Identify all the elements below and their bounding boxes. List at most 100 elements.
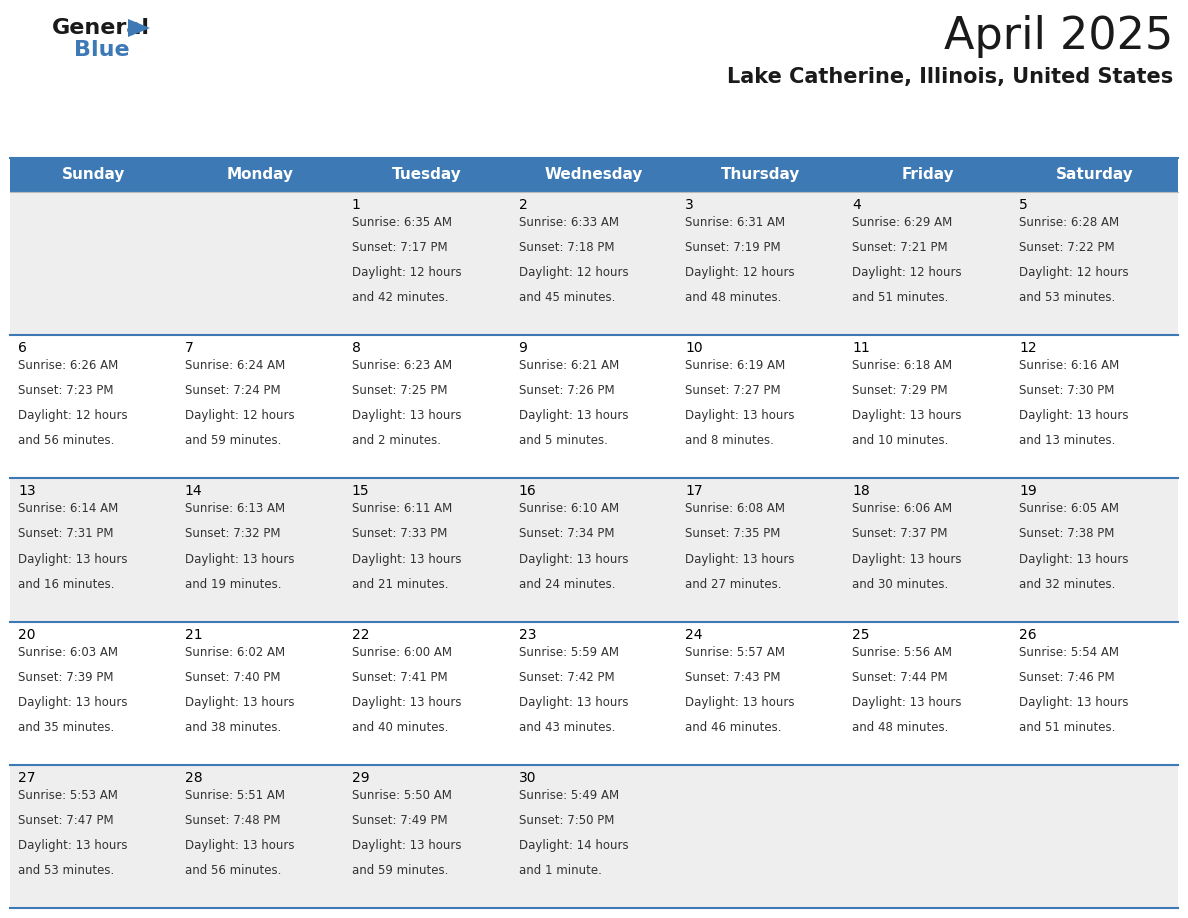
Text: Sunrise: 5:49 AM: Sunrise: 5:49 AM	[519, 789, 619, 801]
Text: Daylight: 13 hours: Daylight: 13 hours	[1019, 409, 1129, 422]
Bar	[1011, 335, 1178, 478]
Text: and 1 minute.: and 1 minute.	[519, 864, 601, 877]
Text: Daylight: 13 hours: Daylight: 13 hours	[852, 696, 962, 709]
Text: and 56 minutes.: and 56 minutes.	[185, 864, 282, 877]
Bar	[177, 621, 343, 765]
Text: Sunrise: 5:53 AM: Sunrise: 5:53 AM	[18, 789, 118, 801]
Bar	[511, 478, 677, 621]
Text: and 46 minutes.: and 46 minutes.	[685, 721, 782, 733]
Text: Daylight: 12 hours: Daylight: 12 hours	[352, 266, 461, 279]
Text: Sunrise: 6:19 AM: Sunrise: 6:19 AM	[685, 359, 785, 372]
Text: Sunset: 7:31 PM: Sunset: 7:31 PM	[18, 528, 114, 541]
Bar	[677, 478, 845, 621]
Text: Blue: Blue	[74, 40, 129, 60]
Text: and 42 minutes.: and 42 minutes.	[352, 291, 448, 304]
Text: Sunset: 7:49 PM: Sunset: 7:49 PM	[352, 814, 448, 827]
Text: and 35 minutes.: and 35 minutes.	[18, 721, 114, 733]
Text: 16: 16	[519, 485, 536, 498]
Text: and 38 minutes.: and 38 minutes.	[185, 721, 282, 733]
Text: Sunrise: 6:06 AM: Sunrise: 6:06 AM	[852, 502, 953, 515]
Bar	[1011, 192, 1178, 335]
Text: and 51 minutes.: and 51 minutes.	[1019, 721, 1116, 733]
Bar	[845, 335, 1011, 478]
Bar	[677, 335, 845, 478]
Text: 7: 7	[185, 341, 194, 355]
Text: Daylight: 12 hours: Daylight: 12 hours	[852, 266, 962, 279]
Bar	[511, 192, 677, 335]
Bar	[845, 158, 1011, 192]
Text: Sunset: 7:23 PM: Sunset: 7:23 PM	[18, 385, 114, 397]
Text: 10: 10	[685, 341, 703, 355]
Text: 27: 27	[18, 771, 36, 785]
Bar	[177, 765, 343, 908]
Bar	[511, 158, 677, 192]
Text: Sunset: 7:41 PM: Sunset: 7:41 PM	[352, 671, 448, 684]
Text: 3: 3	[685, 198, 694, 212]
Bar	[10, 765, 177, 908]
Bar	[10, 192, 177, 335]
Text: Saturday: Saturday	[1056, 167, 1133, 183]
Text: and 13 minutes.: and 13 minutes.	[1019, 434, 1116, 447]
Bar	[677, 621, 845, 765]
Bar	[343, 621, 511, 765]
Bar	[10, 335, 177, 478]
Text: Sunset: 7:43 PM: Sunset: 7:43 PM	[685, 671, 781, 684]
Text: Thursday: Thursday	[721, 167, 801, 183]
Text: Daylight: 13 hours: Daylight: 13 hours	[185, 696, 295, 709]
Bar	[677, 158, 845, 192]
Text: Daylight: 12 hours: Daylight: 12 hours	[519, 266, 628, 279]
Text: Sunset: 7:17 PM: Sunset: 7:17 PM	[352, 241, 448, 254]
Bar	[10, 158, 177, 192]
Text: Sunset: 7:19 PM: Sunset: 7:19 PM	[685, 241, 781, 254]
Text: 24: 24	[685, 628, 703, 642]
Text: Daylight: 13 hours: Daylight: 13 hours	[852, 409, 962, 422]
Bar	[1011, 621, 1178, 765]
Text: and 19 minutes.: and 19 minutes.	[185, 577, 282, 590]
Text: Daylight: 12 hours: Daylight: 12 hours	[185, 409, 295, 422]
Bar	[10, 621, 177, 765]
Text: 5: 5	[1019, 198, 1028, 212]
Text: 6: 6	[18, 341, 27, 355]
Text: 28: 28	[185, 771, 202, 785]
Bar	[343, 478, 511, 621]
Text: Sunset: 7:34 PM: Sunset: 7:34 PM	[519, 528, 614, 541]
Text: and 48 minutes.: and 48 minutes.	[685, 291, 782, 304]
Bar	[343, 192, 511, 335]
Bar	[845, 192, 1011, 335]
Text: Sunset: 7:42 PM: Sunset: 7:42 PM	[519, 671, 614, 684]
Text: 22: 22	[352, 628, 369, 642]
Bar	[1011, 765, 1178, 908]
Text: Sunrise: 6:14 AM: Sunrise: 6:14 AM	[18, 502, 119, 515]
Text: 1: 1	[352, 198, 361, 212]
Text: Sunset: 7:35 PM: Sunset: 7:35 PM	[685, 528, 781, 541]
Text: Sunset: 7:22 PM: Sunset: 7:22 PM	[1019, 241, 1114, 254]
Text: and 45 minutes.: and 45 minutes.	[519, 291, 615, 304]
Text: Daylight: 13 hours: Daylight: 13 hours	[352, 409, 461, 422]
Text: and 59 minutes.: and 59 minutes.	[352, 864, 448, 877]
Text: and 53 minutes.: and 53 minutes.	[18, 864, 114, 877]
Text: and 56 minutes.: and 56 minutes.	[18, 434, 114, 447]
Text: Daylight: 13 hours: Daylight: 13 hours	[519, 409, 628, 422]
Text: General: General	[52, 18, 150, 38]
Text: Monday: Monday	[227, 167, 293, 183]
Text: and 48 minutes.: and 48 minutes.	[852, 721, 949, 733]
Text: Tuesday: Tuesday	[392, 167, 462, 183]
Text: Sunrise: 6:33 AM: Sunrise: 6:33 AM	[519, 216, 619, 229]
Text: Daylight: 13 hours: Daylight: 13 hours	[685, 409, 795, 422]
Text: 29: 29	[352, 771, 369, 785]
Bar	[677, 192, 845, 335]
Text: Daylight: 13 hours: Daylight: 13 hours	[352, 839, 461, 852]
Text: Daylight: 13 hours: Daylight: 13 hours	[685, 553, 795, 565]
Text: Daylight: 13 hours: Daylight: 13 hours	[352, 696, 461, 709]
Bar	[343, 158, 511, 192]
Text: 23: 23	[519, 628, 536, 642]
Text: Sunrise: 5:56 AM: Sunrise: 5:56 AM	[852, 645, 953, 658]
Text: Daylight: 13 hours: Daylight: 13 hours	[185, 839, 295, 852]
Text: Daylight: 13 hours: Daylight: 13 hours	[685, 696, 795, 709]
Text: 21: 21	[185, 628, 202, 642]
Text: Lake Catherine, Illinois, United States: Lake Catherine, Illinois, United States	[727, 67, 1173, 87]
Text: Daylight: 13 hours: Daylight: 13 hours	[519, 696, 628, 709]
Text: Sunset: 7:26 PM: Sunset: 7:26 PM	[519, 385, 614, 397]
Bar	[10, 478, 177, 621]
Text: Daylight: 12 hours: Daylight: 12 hours	[685, 266, 795, 279]
